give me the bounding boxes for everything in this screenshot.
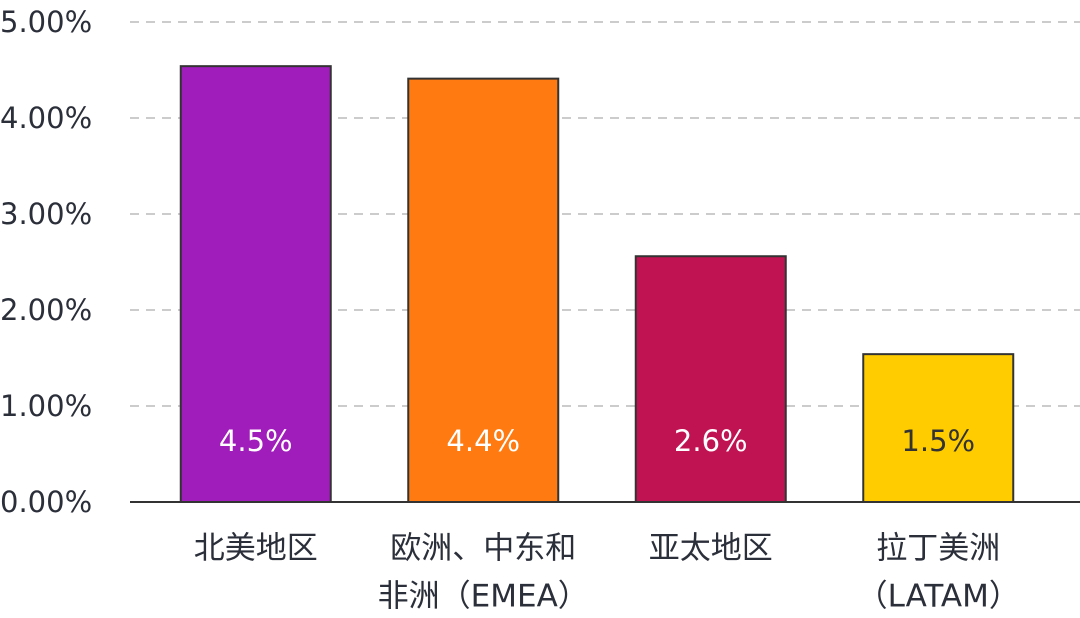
bar (634, 255, 787, 503)
x-tick-label: 非洲（EMEA） (378, 579, 589, 615)
bar (407, 77, 560, 503)
x-tick-label: 欧洲、中东和 (390, 531, 576, 567)
x-tick-label: 拉丁美洲 (876, 531, 1000, 567)
y-tick-label: 0.00% (0, 485, 92, 519)
value-label: 4.4% (446, 424, 520, 458)
y-tick-label: 5.00% (0, 5, 92, 39)
y-tick-label: 1.00% (0, 389, 92, 423)
y-tick-label: 4.00% (0, 101, 92, 135)
value-label: 1.5% (901, 424, 975, 458)
value-label: 2.6% (674, 424, 748, 458)
y-tick-label: 2.00% (0, 293, 92, 327)
bar (862, 353, 1015, 503)
x-tick-label: （LATAM） (857, 579, 1020, 615)
bar (179, 65, 332, 503)
value-label: 4.5% (219, 424, 293, 458)
x-tick-label: 北美地区 (194, 531, 318, 567)
x-tick-label: 亚太地区 (649, 531, 773, 567)
y-tick-label: 3.00% (0, 197, 92, 231)
